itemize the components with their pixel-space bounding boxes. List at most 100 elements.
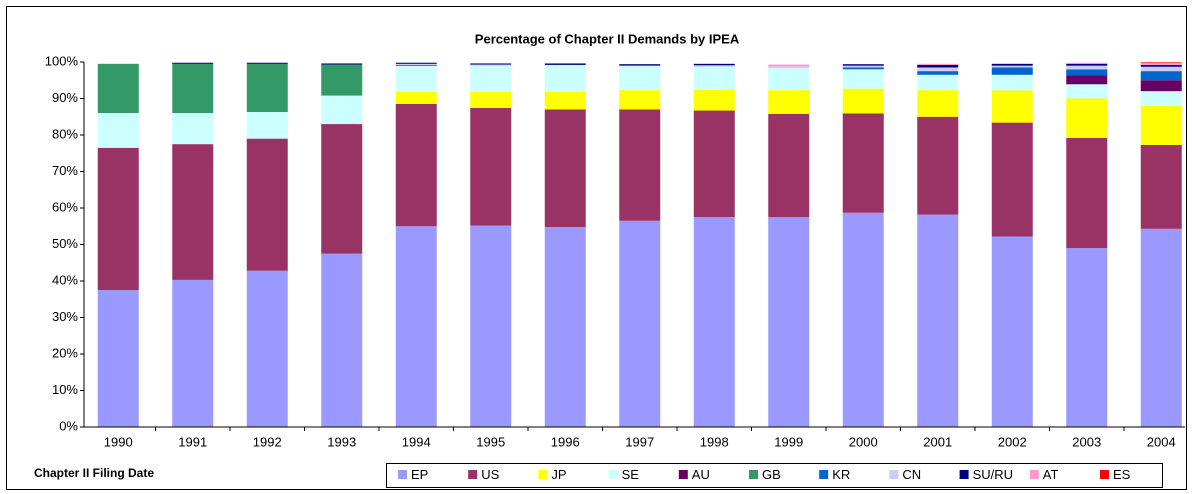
legend-label: US: [481, 467, 499, 482]
bar-segment: [842, 64, 884, 66]
bar-segment: [1066, 63, 1108, 66]
bar-segment: [1066, 65, 1108, 70]
legend-swatch: [468, 470, 478, 479]
legend-label: CN: [902, 467, 921, 482]
bar-segment: [321, 253, 363, 427]
bar-segment: [395, 65, 437, 92]
legend-swatch: [889, 470, 899, 479]
bar-segment: [544, 91, 586, 110]
y-tick-label: 60%: [52, 199, 78, 214]
bar-segment: [1140, 228, 1182, 427]
y-tick-label: 20%: [52, 345, 78, 360]
bar-segment: [842, 65, 884, 68]
bar-segment: [470, 63, 512, 65]
bar-segment: [1140, 91, 1182, 106]
x-tick-label: 1996: [551, 434, 580, 449]
legend-label: EP: [411, 467, 428, 482]
bar-segment: [395, 103, 437, 227]
bar-segment: [917, 74, 959, 91]
x-tick-label: 1995: [476, 434, 505, 449]
y-tick-label: 10%: [52, 382, 78, 397]
bar-segment: [470, 107, 512, 226]
x-tick-label: 2002: [998, 434, 1027, 449]
bar-segment: [619, 220, 661, 427]
bar-segment: [321, 63, 363, 65]
bar-segment: [321, 124, 363, 254]
bar-segment: [1066, 69, 1108, 76]
legend-swatch: [959, 470, 969, 479]
bar-segment: [395, 226, 437, 427]
bar-segment: [544, 63, 586, 65]
x-tick-label: 1993: [327, 434, 356, 449]
x-tick-label: 1998: [700, 434, 729, 449]
bar-segment: [991, 74, 1033, 91]
bar-segment: [917, 71, 959, 75]
legend-swatch: [749, 470, 758, 479]
bar-segment: [172, 279, 214, 427]
legend-label: AU: [692, 467, 710, 482]
bar-segment: [768, 64, 810, 67]
bar-segment: [97, 147, 139, 291]
legend-swatch: [538, 470, 548, 479]
bar-segment: [619, 109, 661, 221]
bar-segment: [97, 63, 139, 114]
x-tick-label: 2000: [849, 434, 878, 449]
y-tick-label: 80%: [52, 126, 78, 141]
bar-segment: [619, 90, 661, 110]
y-tick-label: 40%: [52, 272, 78, 287]
bar-segment: [395, 62, 437, 64]
y-tick-label: 30%: [52, 309, 78, 324]
bar-segment: [693, 110, 735, 218]
x-tick-label: 2003: [1072, 434, 1101, 449]
bar-segment: [991, 65, 1033, 68]
y-tick-label: 90%: [52, 90, 78, 105]
bar-segment: [842, 212, 884, 427]
x-tick-label: 1997: [625, 434, 654, 449]
bar-segment: [470, 91, 512, 108]
bar-segment: [544, 109, 586, 227]
legend-swatch: [608, 470, 618, 479]
legend-label: KR: [832, 467, 850, 482]
bar-segment: [97, 290, 139, 427]
y-tick-label: 50%: [52, 236, 78, 251]
bar-segment: [991, 90, 1033, 123]
bar-segment: [97, 113, 139, 148]
bar-segment: [544, 64, 586, 92]
bar-segment: [1066, 75, 1108, 85]
bar-segment: [842, 88, 884, 114]
bar-segment: [693, 66, 735, 90]
bar-segment: [693, 89, 735, 111]
y-tick-label: 100%: [45, 53, 79, 68]
bar-segment: [1066, 62, 1108, 64]
bar-segment: [768, 90, 810, 114]
bar-segment: [1140, 105, 1182, 145]
bar-segment: [395, 64, 437, 66]
bar-segment: [1066, 84, 1108, 99]
bar-segment: [246, 112, 288, 139]
legend-label: SE: [622, 467, 640, 482]
bar-segment: [1140, 64, 1182, 67]
bar-segment: [246, 63, 288, 113]
bar-segment: [768, 68, 810, 91]
x-axis-label: Chapter II Filing Date: [34, 466, 154, 480]
chart-title: Percentage of Chapter II Demands by IPEA: [475, 31, 740, 46]
bar-segment: [172, 62, 214, 64]
bar-segment: [321, 95, 363, 125]
bar-segment: [1066, 248, 1108, 427]
bar-segment: [544, 226, 586, 427]
bar-segment: [1140, 80, 1182, 92]
bar-segment: [693, 63, 735, 66]
x-tick-label: 1994: [402, 434, 431, 449]
bar-segment: [917, 90, 959, 117]
x-tick-label: 1990: [104, 434, 133, 449]
bar-segment: [395, 63, 437, 65]
bar-segment: [172, 63, 214, 114]
legend-label: GB: [762, 467, 781, 482]
bar-segment: [917, 67, 959, 72]
bar-segment: [1140, 71, 1182, 81]
bar-segment: [1140, 144, 1182, 229]
bar-segment: [991, 63, 1033, 66]
x-tick-label: 1999: [774, 434, 803, 449]
legend-swatch: [678, 470, 688, 479]
